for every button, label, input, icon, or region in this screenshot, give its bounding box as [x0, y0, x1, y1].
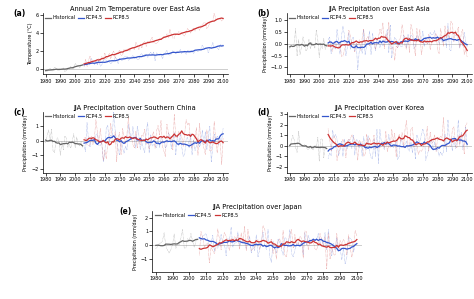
Y-axis label: Precipitation (mm/day): Precipitation (mm/day) — [133, 213, 138, 270]
Text: (c): (c) — [13, 108, 25, 117]
Legend: Historical, RCP4.5, RCP8.5: Historical, RCP4.5, RCP8.5 — [289, 114, 373, 119]
Title: JJA Precipitation over East Asia: JJA Precipitation over East Asia — [328, 6, 430, 12]
Y-axis label: Precipitation (mm/day): Precipitation (mm/day) — [267, 115, 273, 171]
Legend: Historical, RCP4.5, RCP8.5: Historical, RCP4.5, RCP8.5 — [155, 213, 239, 218]
Legend: Historical, RCP4.5, RCP8.5: Historical, RCP4.5, RCP8.5 — [45, 114, 129, 119]
Title: JJA Precipitation over Japan: JJA Precipitation over Japan — [212, 204, 302, 210]
Y-axis label: Temperature (°C): Temperature (°C) — [27, 23, 33, 65]
Text: (a): (a) — [13, 9, 25, 18]
Text: (b): (b) — [257, 9, 270, 18]
Title: Annual 2m Temperature over East Asia: Annual 2m Temperature over East Asia — [70, 6, 200, 12]
Legend: Historical, RCP4.5, RCP8.5: Historical, RCP4.5, RCP8.5 — [45, 15, 129, 20]
Legend: Historical, RCP4.5, RCP8.5: Historical, RCP4.5, RCP8.5 — [289, 15, 373, 20]
Title: JJA Precipitation over Southern China: JJA Precipitation over Southern China — [74, 105, 197, 111]
Text: (d): (d) — [257, 108, 270, 117]
Title: JJA Precipitation over Korea: JJA Precipitation over Korea — [334, 105, 424, 111]
Text: (e): (e) — [119, 207, 131, 216]
Y-axis label: Precipitation (mm/day): Precipitation (mm/day) — [24, 115, 28, 171]
Y-axis label: Precipitation (mm/day): Precipitation (mm/day) — [263, 16, 268, 72]
